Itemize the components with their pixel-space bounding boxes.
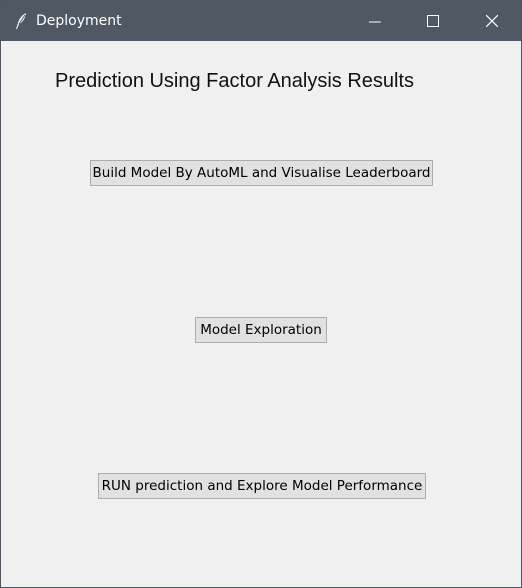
- maximize-button[interactable]: [404, 1, 462, 41]
- page-title: Prediction Using Factor Analysis Results: [55, 70, 415, 92]
- build-model-button[interactable]: Build Model By AutoML and Visualise Lead…: [90, 160, 433, 186]
- model-exploration-button[interactable]: Model Exploration: [195, 317, 327, 343]
- minimize-icon: [369, 21, 381, 23]
- title-bar[interactable]: Deployment: [1, 1, 521, 41]
- run-prediction-button[interactable]: RUN prediction and Explore Model Perform…: [98, 473, 426, 499]
- close-icon: [486, 15, 498, 27]
- maximize-icon: [427, 15, 439, 27]
- minimize-button[interactable]: [346, 1, 404, 41]
- feather-icon: [13, 12, 29, 30]
- window-title: Deployment: [36, 13, 122, 29]
- client-area: Prediction Using Factor Analysis Results…: [1, 41, 521, 587]
- close-button[interactable]: [463, 1, 521, 41]
